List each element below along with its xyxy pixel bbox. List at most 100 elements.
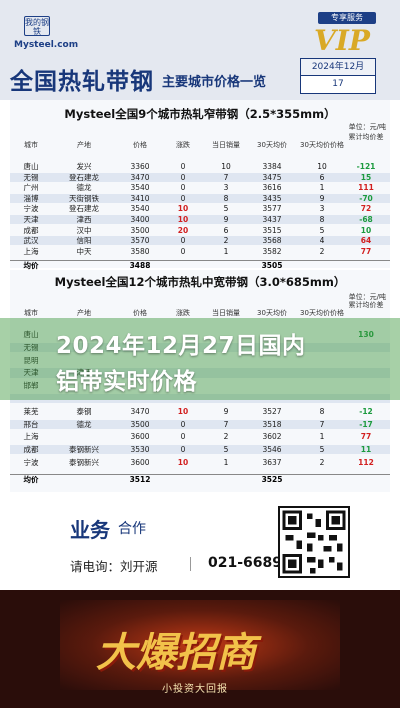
- cell-dif: 130: [358, 330, 374, 339]
- table-row: 天津 津西 3400 10 9 3437 8 -68: [10, 215, 390, 225]
- cell-area: 中天: [76, 246, 92, 256]
- cell-area: 泰钢新兴: [69, 445, 99, 455]
- col-volume: 当日销量: [212, 141, 240, 149]
- cell-v30: 3527: [262, 406, 282, 416]
- col-price: 价格: [133, 141, 147, 149]
- cell-chg: 0: [180, 172, 186, 182]
- table-row: 唐山 130: [10, 330, 390, 339]
- table-row: 上海 3600 0 2 3602 1 77: [10, 432, 390, 441]
- logo-brand: Mysteel.com: [14, 40, 79, 50]
- headline-line-1: 2024年12月27日国内: [56, 333, 306, 359]
- cell-area: 德龙: [76, 419, 92, 429]
- cell-chg: 10: [177, 215, 189, 224]
- qr-code-icon[interactable]: [278, 506, 350, 578]
- cell-a30: 5: [319, 225, 325, 235]
- cell-dif: 72: [360, 204, 372, 214]
- table-medium-strip: Mysteel全国12个城市热轧中宽带钢（3.0*685mm） 单位：元/吨 城…: [10, 270, 390, 492]
- cell-vol: 1: [223, 246, 229, 256]
- cell-price: 3600: [130, 432, 150, 442]
- header: 我的钢铁 Mysteel.com 专享服务 VIP 全国热轧带钢 主要城市价格一…: [0, 0, 400, 100]
- cell-price: 3540: [130, 183, 150, 193]
- col-city: 城市: [24, 141, 38, 149]
- col-diff: 累计均价差: [348, 301, 384, 309]
- table-row: 成都 泰钢新兴 3530 0 5 3546 5 11: [10, 445, 390, 455]
- table-row: 莱芜 泰钢 3470 10 9 3527 8 -12: [10, 407, 390, 416]
- promo-glow: [60, 600, 340, 690]
- headline-line-2: 铝带实时价格: [56, 369, 197, 395]
- contact-title-suffix: 合作: [118, 521, 146, 537]
- promo-banner[interactable]: 大爆招商 小投资大回报: [0, 590, 400, 708]
- cell-price: 3580: [130, 246, 150, 256]
- cell-vol: 7: [223, 172, 229, 182]
- cell-chg: 0: [180, 445, 186, 455]
- table-row: 淄博 天街钢铁 3410 0 8 3435 9 -70: [10, 193, 390, 204]
- cell-v30: 3518: [262, 419, 282, 429]
- page-subtitle: 主要城市价格一览: [162, 75, 267, 90]
- cell-area: 信阳: [76, 236, 92, 246]
- cell-v30: 3437: [262, 215, 282, 224]
- contact-person: 请电询：刘开源: [70, 559, 158, 574]
- cell-chg: 0: [180, 419, 186, 429]
- cell-v30: 3568: [262, 236, 282, 246]
- cell-city: 成都: [23, 225, 39, 235]
- avg-30day: 3505: [261, 261, 283, 270]
- cell-vol: 5: [223, 445, 229, 455]
- cell-dif: 111: [358, 183, 374, 193]
- cell-city: 宁波: [23, 204, 39, 214]
- cell-city: 天津: [23, 215, 39, 224]
- table-row: 宁波 登石建龙 3540 10 5 3577 3 72: [10, 204, 390, 213]
- cell-dif: 64: [360, 236, 372, 246]
- col-30day-price: 30天均价价格: [300, 309, 344, 317]
- cell-a30: 8: [319, 406, 325, 416]
- cell-vol: 1: [223, 458, 229, 467]
- cell-dif: 77: [360, 246, 372, 256]
- cell-a30: 4: [319, 236, 325, 246]
- cell-dif: 15: [360, 172, 372, 182]
- table-row: 上海 中天 3580 0 1 3582 2 77: [10, 247, 390, 256]
- cell-dif: -70: [359, 193, 373, 203]
- cell-dif: 112: [358, 458, 374, 467]
- cell-v30: 3637: [262, 458, 282, 467]
- logo-mark: 我的钢铁: [24, 16, 50, 36]
- cell-vol: 8: [223, 193, 229, 203]
- cell-price: 3400: [130, 215, 150, 224]
- cell-chg: 0: [180, 183, 186, 193]
- table-header: 城市 产地 价格 涨跌 当日销量 30天均价 30天均价价格 累计均价差: [10, 130, 390, 160]
- cell-v30: 3475: [262, 172, 282, 182]
- table-row: 武汉 信阳 3570 0 2 3568 4 64: [10, 236, 390, 246]
- cell-vol: 7: [223, 419, 229, 429]
- cell-price: 3500: [130, 419, 150, 429]
- cell-area: 汉中: [76, 225, 92, 235]
- cell-chg: 0: [180, 246, 186, 256]
- cell-vol: 5: [223, 204, 229, 214]
- table-row: 天津 津西: [10, 368, 390, 378]
- table-row: 无锡 登石建龙 3470 0 7 3475 6 15: [10, 172, 390, 182]
- date-day: 17: [332, 79, 344, 89]
- cell-price: 3360: [130, 162, 150, 171]
- page-title: 全国热轧带钢: [10, 69, 154, 95]
- cell-price: 3470: [130, 406, 150, 416]
- table-row: 昆明: [10, 356, 390, 365]
- table-row: 邯郸: [10, 381, 390, 390]
- cell-vol: 3: [223, 183, 229, 193]
- cell-city: 邢台: [23, 419, 39, 429]
- cell-vol: 10: [221, 162, 231, 171]
- cell-a30: 5: [319, 445, 325, 455]
- cell-v30: 3384: [262, 162, 282, 171]
- cell-area: 泰钢: [76, 406, 92, 416]
- cell-dif: -121: [356, 162, 376, 171]
- cell-v30: 3515: [262, 225, 282, 235]
- table-row: 唐山 发兴 3360 0 10 3384 10 -121: [10, 162, 390, 171]
- cell-city: 邯郸: [23, 381, 39, 391]
- avg-label: 均价: [23, 261, 39, 270]
- cell-a30: 7: [319, 419, 325, 429]
- cell-city: 武汉: [23, 236, 39, 246]
- cell-price: 3500: [130, 225, 150, 235]
- cell-a30: 1: [319, 432, 325, 442]
- cell-dif: -12: [359, 406, 373, 416]
- cell-city: 昆明: [23, 355, 39, 365]
- cell-chg: 10: [177, 204, 189, 214]
- cell-v30: 3582: [262, 246, 282, 256]
- cell-v30: 3577: [262, 204, 282, 214]
- vip-text: VIP: [314, 24, 370, 57]
